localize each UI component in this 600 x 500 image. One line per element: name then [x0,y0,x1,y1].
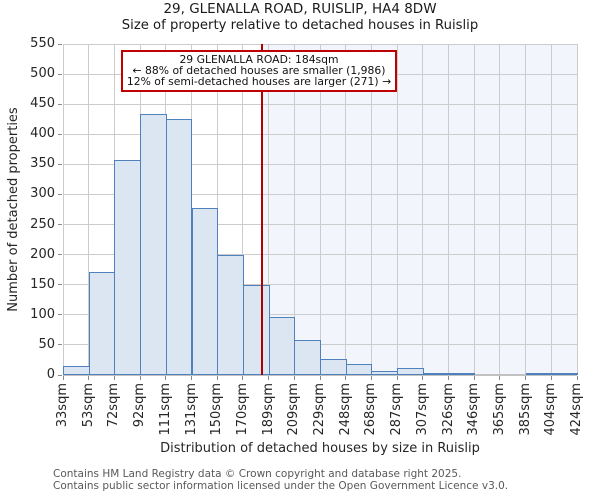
y-tick-label: 550 [30,36,55,51]
histogram-bar [294,340,321,375]
histogram-bar [397,368,424,375]
x-tick [422,376,424,380]
y-tick-label: 500 [30,66,55,82]
x-tick [88,376,90,380]
x-tick [165,376,167,380]
histogram-bar [320,358,347,375]
x-gridline [345,44,347,375]
y-tick [58,344,62,346]
histogram-bar [422,372,450,375]
histogram-bar [140,113,167,375]
x-tick [550,376,552,380]
y-tick-label: 0 [46,367,55,382]
y-tick-label: 50 [38,336,55,352]
y-tick [58,163,62,165]
marker-annotation-box: 29 GLENALLA ROAD: 184sqm ← 88% of detach… [121,50,397,92]
y-tick-label: 200 [30,246,55,262]
histogram-bar [268,316,296,375]
y-tick [58,103,62,105]
property-size-marker-line [260,44,263,375]
x-tick [216,376,218,380]
y-tick-label: 150 [30,276,55,292]
annotation-address-line: 29 GLENALLA ROAD: 184sqm [179,53,339,66]
y-tick [58,224,62,226]
histogram-bar [525,373,553,375]
y-tick [58,43,62,45]
x-tick [396,376,398,380]
histogram-bar [345,363,373,375]
y-tick [58,314,62,316]
x-gridline [62,44,64,375]
x-gridline [525,44,527,375]
histogram-bar [88,271,116,375]
y-tick-label: 100 [30,306,55,322]
annotation-larger-line: 12% of semi-detached houses are larger (… [126,75,392,88]
x-axis-line [63,374,577,376]
x-tick [113,376,115,380]
histogram-bar [165,118,193,375]
chart-title: 29, GLENALLA ROAD, RUISLIP, HA4 8DW [163,1,437,17]
x-gridline [370,44,372,375]
annotation-smaller-line: ← 88% of detached houses are smaller (1,… [132,64,386,77]
x-gridline [448,44,449,375]
x-tick [242,376,244,380]
footer-attribution: Contains HM Land Registry data © Crown c… [53,468,509,492]
x-tick [293,376,295,380]
y-tick-label: 300 [30,186,55,202]
region-right-of-marker [261,44,577,375]
histogram-bar [217,254,244,375]
x-gridline [88,44,90,375]
x-gridline [576,44,578,375]
x-tick [448,376,449,380]
histogram-bar [63,365,90,375]
y-tick [58,284,62,286]
y-tick-label: 250 [30,216,55,232]
y-tick-label: 350 [30,156,55,172]
x-gridline [268,44,270,375]
y-axis-title: Number of detached properties [6,107,21,312]
footer-line-1: Contains HM Land Registry data © Crown c… [53,468,462,480]
x-tick [370,376,372,380]
histogram-bar [448,373,476,375]
y-tick-label: 450 [30,96,55,112]
x-axis-title: Distribution of detached houses by size … [160,441,480,456]
histogram-bar [191,207,219,375]
x-tick [499,376,501,380]
x-tick [473,376,475,380]
x-gridline [422,44,424,375]
y-tick [58,193,62,195]
x-gridline [242,44,244,375]
x-tick [139,376,141,380]
plot-area: 29 GLENALLA ROAD: 184sqm ← 88% of detach… [62,43,578,376]
x-tick [576,376,578,380]
x-tick [345,376,347,380]
x-tick [191,376,192,380]
x-tick [62,376,64,380]
x-gridline [499,44,501,375]
y-tick [58,254,62,256]
y-tick [58,73,62,75]
y-tick-label: 400 [30,126,55,142]
histogram-bar [371,370,399,375]
footer-line-2: Contains public sector information licen… [53,479,509,492]
y-tick [58,374,62,376]
histogram-bar [551,373,578,375]
histogram-bar [114,160,142,375]
x-tick [525,376,527,380]
y-tick [58,133,62,135]
x-tick [319,376,321,380]
chart-subtitle: Size of property relative to detached ho… [121,18,479,33]
x-gridline [473,44,475,375]
x-gridline [293,44,295,375]
histogram-bar [242,285,270,375]
x-gridline [396,44,398,375]
x-gridline [319,44,321,375]
x-gridline [550,44,552,375]
x-tick [268,376,270,380]
